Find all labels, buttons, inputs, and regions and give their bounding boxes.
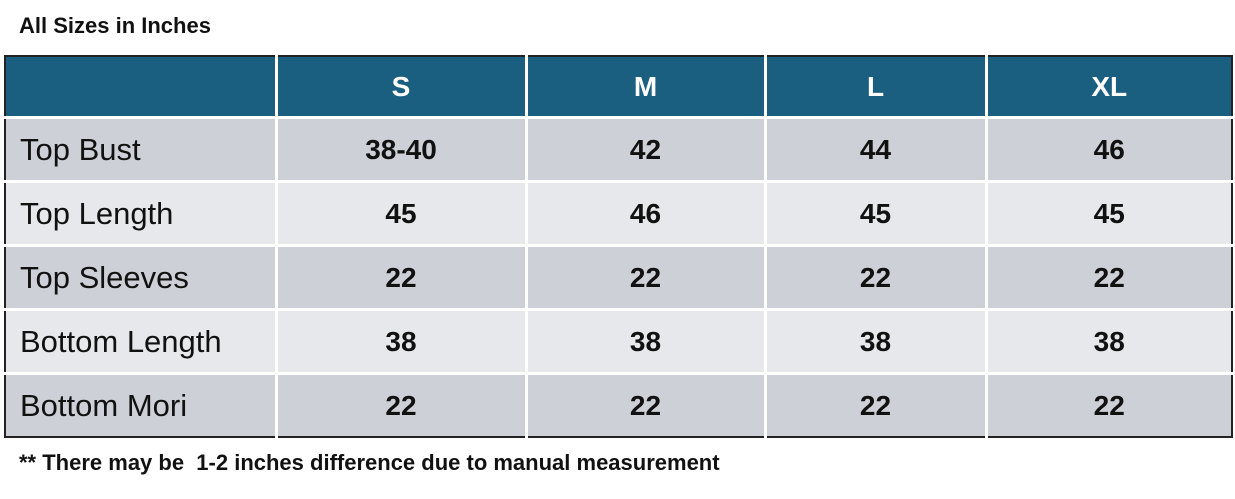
column-header: M [524, 56, 767, 119]
column-header: XL [984, 56, 1232, 119]
row-label: Bottom Length [5, 308, 278, 375]
title: All Sizes in Inches [19, 13, 211, 38]
size-value: 22 [274, 372, 528, 437]
size-value: 38-40 [274, 116, 528, 183]
row-label: Top Length [5, 180, 278, 247]
size-value: 38 [274, 308, 528, 375]
size-value: 38 [763, 308, 988, 375]
size-value: 22 [763, 244, 988, 311]
table-row: Top Bust 38-40 42 44 46 [5, 116, 1232, 183]
row-label: Top Bust [5, 116, 278, 183]
footnote: ** There may be 1-2 inches difference du… [19, 450, 720, 475]
size-value: 44 [763, 116, 988, 183]
column-header: S [274, 56, 528, 119]
size-value: 46 [984, 116, 1232, 183]
size-value: 45 [763, 180, 988, 247]
size-value: 42 [524, 116, 767, 183]
size-value: 38 [524, 308, 767, 375]
header-row: S M L XL [5, 56, 1232, 119]
size-value: 22 [984, 244, 1232, 311]
size-value: 22 [274, 244, 528, 311]
size-value: 22 [524, 372, 767, 437]
size-value: 22 [984, 372, 1232, 437]
table-row: Bottom Length 38 38 38 38 [5, 308, 1232, 375]
table-row: Top Sleeves 22 22 22 22 [5, 244, 1232, 311]
size-value: 22 [763, 372, 988, 437]
size-value: 46 [524, 180, 767, 247]
size-value: 45 [984, 180, 1232, 247]
corner-cell [5, 56, 278, 119]
column-header: L [763, 56, 988, 119]
row-label: Bottom Mori [5, 372, 278, 437]
table-row: Top Length 45 46 45 45 [5, 180, 1232, 247]
row-label: Top Sleeves [5, 244, 278, 311]
size-table: S M L XL Top Bust 38-40 42 44 46 Top Length 45 46 4… [4, 55, 1233, 438]
size-value: 38 [984, 308, 1232, 375]
size-value: 22 [524, 244, 767, 311]
size-value: 45 [274, 180, 528, 247]
table-row: Bottom Mori 22 22 22 22 [5, 372, 1232, 437]
